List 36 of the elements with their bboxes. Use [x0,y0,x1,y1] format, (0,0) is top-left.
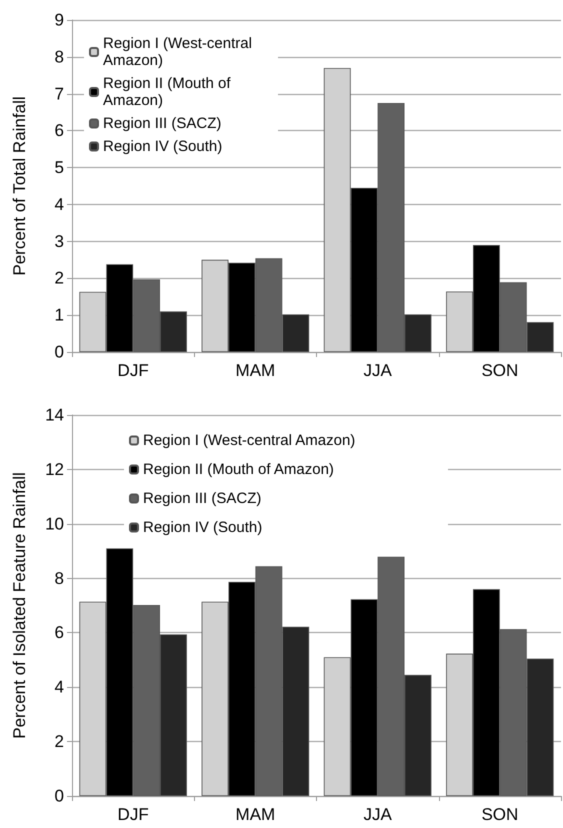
y-tick-label: 2 [54,268,64,288]
x-tick-label: SON [481,361,518,380]
y-tick-label: 14 [45,406,64,424]
y-tick-label: 4 [54,678,64,697]
x-tick-label: DJF [118,805,149,824]
y-tick-label: 8 [54,568,64,588]
legend-label: Region IV (South) [103,138,222,155]
x-tick-label: JJA [363,361,392,380]
legend-label: Region IV (South) [143,519,262,536]
y-tick-label: 1 [54,306,64,325]
legend-label: Region III (SACZ) [103,115,222,132]
y-axis-title: Percent of Total Rainfall [10,96,29,276]
y-tick-label: 3 [54,232,64,251]
y-tick-label: 0 [54,786,64,806]
legend-label: Region II (Mouth of Amazon) [143,461,334,478]
y-tick-label: 6 [54,623,64,642]
x-tick-label: SON [481,805,518,824]
x-tick-label: MAM [236,361,276,380]
y-axis-title: Percent of Isolated Feature Rainfall [10,472,29,739]
y-tick-label: 5 [54,158,64,178]
y-tick-label: 7 [54,84,64,104]
legend-label: Region II (Mouth of Amazon) [103,75,235,109]
y-tick-label: 0 [54,342,64,362]
x-tick-label: DJF [118,361,149,380]
legend-label: Region I (West-central Amazon) [103,35,256,69]
y-tick-label: 4 [54,194,64,214]
x-tick-label: MAM [236,805,276,824]
y-tick-label: 6 [54,121,64,140]
legend-label: Region I (West-central Amazon) [143,432,356,449]
y-tick-label: 10 [45,514,64,534]
y-tick-label: 2 [54,732,64,752]
y-tick-label: 8 [54,47,64,66]
x-tick-label: JJA [363,805,392,824]
y-tick-label: 12 [45,460,64,479]
y-tick-label: 9 [54,10,64,30]
legend-label: Region III (SACZ) [143,490,262,507]
